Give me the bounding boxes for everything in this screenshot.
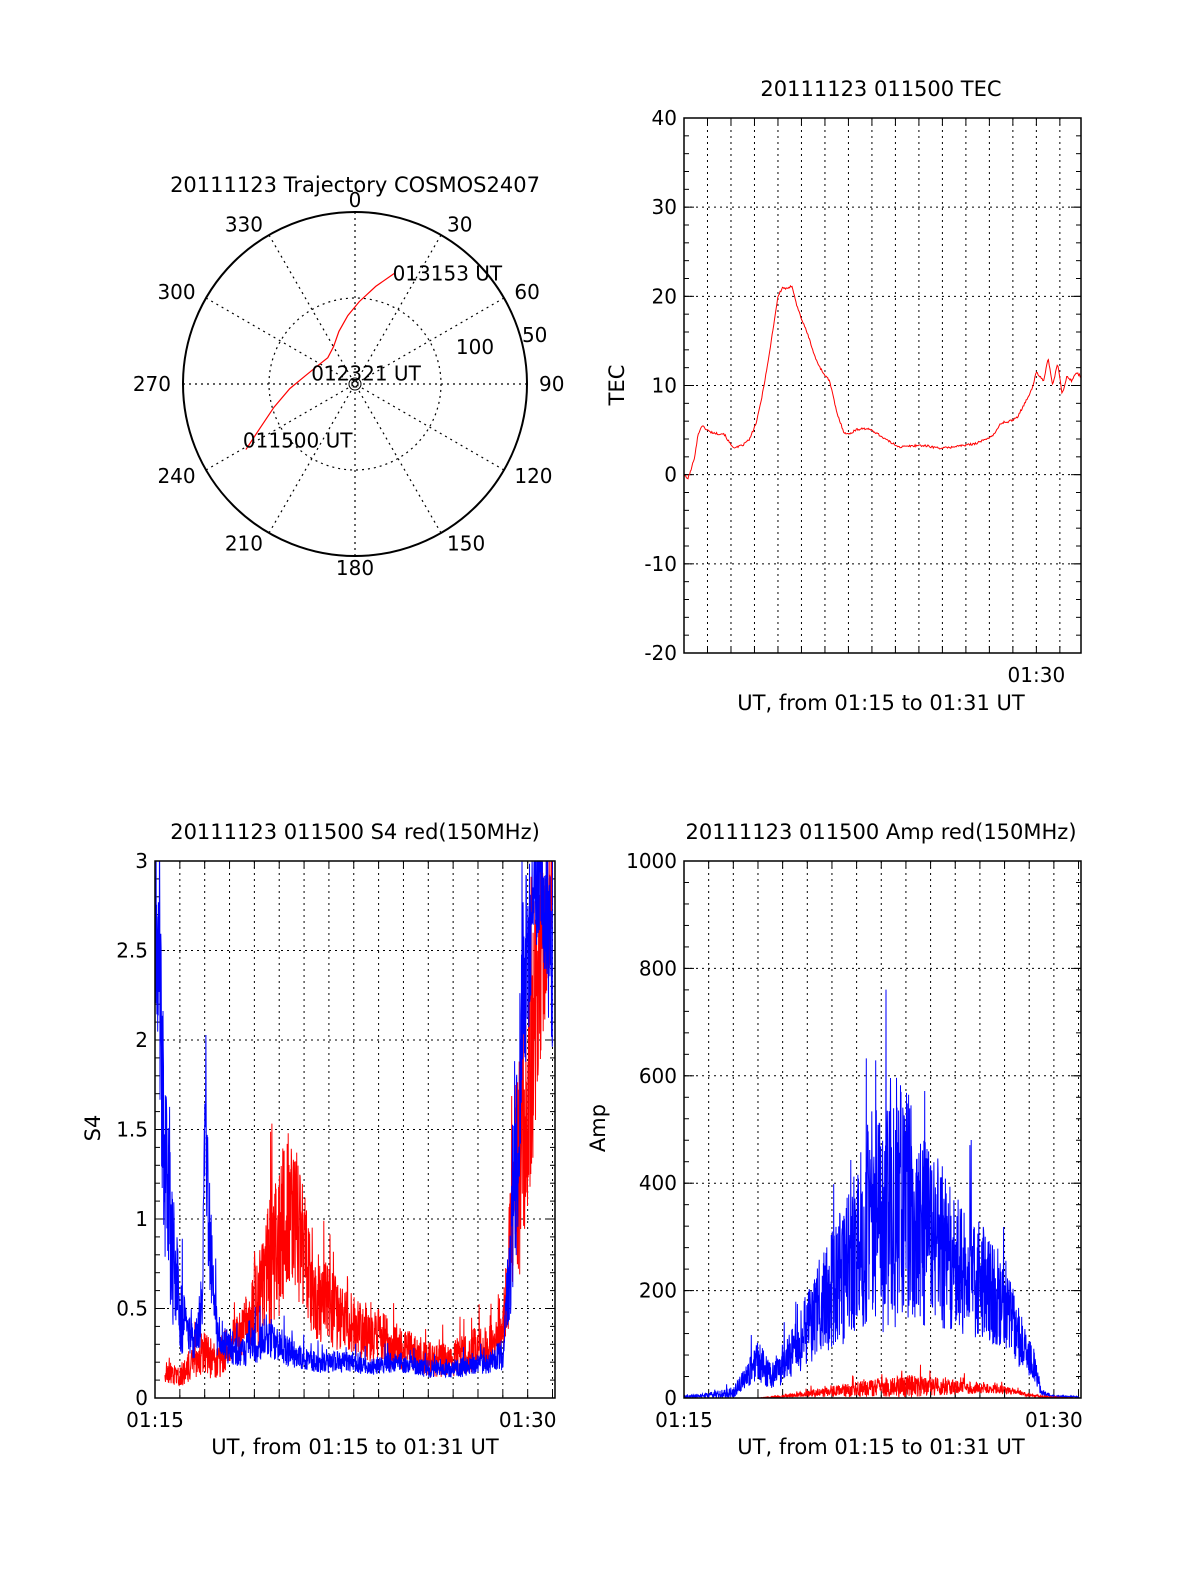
polar-azimuth-label: 330: [225, 213, 263, 237]
polar-elevation-label: 50: [522, 323, 547, 347]
plot-frame: [154, 860, 556, 1399]
series-line-1: [155, 861, 553, 1379]
y-tick-label: 2: [135, 1028, 148, 1052]
y-tick-label: 600: [639, 1064, 677, 1088]
s4-title: 20111123 011500 S4 red(150MHz): [170, 820, 540, 844]
x-tick-label: 01:30: [1008, 663, 1066, 687]
y-tick-label: 40: [652, 106, 677, 130]
tec-panel: 20111123 011500 TEC TEC UT, from 01:15 t…: [605, 77, 1082, 715]
x-tick-label: 01:30: [499, 1408, 557, 1432]
polar-azimuth-label: 300: [157, 280, 195, 304]
y-tick-label: -10: [644, 552, 677, 576]
y-tick-label: 0: [664, 463, 677, 487]
y-tick-label: 0: [135, 1386, 148, 1410]
polar-azimuth-label: 120: [514, 464, 552, 488]
trajectory-point-label: 012321 UT: [311, 361, 421, 385]
y-tick-label: 3: [135, 849, 148, 873]
series-group: [684, 284, 1081, 480]
series-group: [684, 989, 1079, 1398]
s4-xlabel: UT, from 01:15 to 01:31 UT: [211, 1435, 499, 1459]
polar-azimuth-label: 60: [514, 280, 539, 304]
x-tick-label: 01:15: [655, 1408, 713, 1432]
polar-azimuth-label: 150: [447, 531, 485, 555]
x-tick-label: 01:15: [126, 1408, 184, 1432]
y-tick-label: 2.5: [116, 939, 148, 963]
series-line-0: [164, 861, 553, 1387]
trajectory-path: [245, 272, 396, 450]
polar-center: [348, 377, 362, 391]
polar-azimuth-label: 240: [157, 464, 195, 488]
y-tick-label: 1.5: [116, 1118, 148, 1142]
y-tick-label: 400: [639, 1171, 677, 1195]
y-tick-label: 0.5: [116, 1297, 148, 1321]
polar-azimuth-label: 0: [349, 188, 362, 212]
tec-title: 20111123 011500 TEC: [760, 77, 1001, 101]
polar-azimuth-label: 90: [539, 372, 564, 396]
polar-azimuth-label: 30: [447, 213, 472, 237]
polar-title: 20111123 Trajectory COSMOS2407: [170, 173, 540, 197]
y-tick-label: 200: [639, 1279, 677, 1303]
series-line-0: [684, 284, 1081, 480]
polar-elevation-label: 100: [456, 335, 494, 359]
tec-xlabel: UT, from 01:15 to 01:31 UT: [737, 691, 1025, 715]
y-tick-label: 10: [652, 374, 677, 398]
s4-panel: 20111123 011500 S4 red(150MHz) S4 UT, fr…: [81, 820, 557, 1459]
series-line-1: [684, 1364, 1079, 1398]
polar-azimuth-label: 210: [225, 531, 263, 555]
amp-title: 20111123 011500 Amp red(150MHz): [685, 820, 1076, 844]
amp-panel: 20111123 011500 Amp red(150MHz) Amp UT, …: [586, 820, 1083, 1459]
tec-ylabel: TEC: [605, 365, 629, 407]
s4-ylabel: S4: [81, 1115, 105, 1142]
trajectory: 011500 UT 012321 UT 013153 UT: [243, 261, 503, 452]
amp-ylabel: Amp: [586, 1104, 610, 1152]
amp-xlabel: UT, from 01:15 to 01:31 UT: [737, 1435, 1025, 1459]
y-tick-label: -20: [644, 641, 677, 665]
y-tick-label: 0: [664, 1386, 677, 1410]
series-group: [155, 861, 553, 1387]
y-tick-label: 30: [652, 195, 677, 219]
trajectory-point-label: 011500 UT: [243, 429, 353, 453]
polar-azimuth-label: 270: [133, 372, 171, 396]
y-tick-label: 800: [639, 956, 677, 980]
series-line-0: [684, 989, 1079, 1398]
y-tick-label: 20: [652, 284, 677, 308]
plot-frame: [683, 860, 1082, 1399]
polar-grid: [182, 211, 528, 557]
plot-frame: [683, 117, 1082, 654]
y-tick-label: 1: [135, 1207, 148, 1231]
x-tick-label: 01:30: [1025, 1408, 1083, 1432]
polar-azimuth-label: 180: [336, 556, 374, 580]
polar-trajectory-panel: 20111123 Trajectory COSMOS2407 0 30 60 90 12…: [133, 173, 565, 580]
polar-azimuth-labels: 0 30 60 90 120 150 180 210 240 270 300 330 50 100: [133, 188, 565, 580]
y-tick-label: 1000: [626, 849, 677, 873]
trajectory-point-label: 013153 UT: [393, 261, 503, 285]
